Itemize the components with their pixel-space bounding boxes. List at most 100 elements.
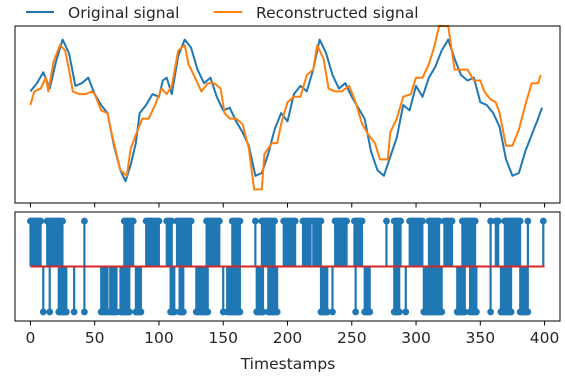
- stem-markers: [258, 217, 279, 225]
- stem-block: [456, 266, 466, 312]
- stem-markers: [331, 217, 351, 225]
- stem-up-2: [81, 217, 88, 267]
- stem-block: [461, 221, 477, 267]
- stem-markers: [280, 217, 299, 225]
- stem-markers: [516, 308, 532, 316]
- stem-down-18: [352, 266, 360, 316]
- stem-markers: [497, 308, 515, 316]
- stem-down-8: [132, 266, 145, 316]
- stem-block: [169, 266, 176, 312]
- stem-down-17: [329, 266, 336, 316]
- stem-markers: [420, 308, 446, 316]
- stem-markers: [228, 217, 244, 225]
- legend-label-reconstructed: Reconstructed signal: [256, 4, 419, 22]
- stem-markers: [390, 308, 403, 316]
- stem-up-9: [251, 217, 259, 267]
- stem-down-16: [317, 266, 331, 316]
- stem-markers: [142, 217, 163, 225]
- stem-block: [57, 266, 68, 312]
- x-axis-label: Timestamps: [240, 355, 336, 373]
- stem-markers: [440, 217, 456, 225]
- stem-up-0: [27, 217, 45, 267]
- stem-marker: [81, 217, 88, 225]
- stem-up-13: [309, 217, 325, 267]
- stem-markers: [458, 217, 479, 225]
- stem-marker: [383, 217, 390, 225]
- stem-down-14: [253, 266, 267, 316]
- stem-markers: [361, 308, 374, 316]
- stem-markers: [163, 217, 176, 225]
- stem-markers: [173, 217, 195, 225]
- stem-up-12: [299, 217, 315, 267]
- stem-markers: [192, 308, 212, 316]
- stem-marker: [251, 217, 259, 225]
- stem-down-11: [192, 266, 212, 316]
- x-tick-label: 400: [530, 329, 560, 347]
- stem-markers: [55, 308, 70, 316]
- x-tick-label: 150: [208, 329, 238, 347]
- stem-down-12: [219, 266, 227, 316]
- stem-down-1: [46, 266, 54, 316]
- stem-up-6: [173, 217, 195, 267]
- stem-markers: [390, 217, 405, 225]
- stem-block: [312, 221, 322, 267]
- x-tick-label: 350: [466, 329, 496, 347]
- stem-down-3: [70, 266, 78, 316]
- stem-markers: [132, 308, 145, 316]
- stem-block: [494, 221, 500, 267]
- stem-down-5: [97, 266, 111, 316]
- stem-up-1: [43, 217, 66, 267]
- stem-markers: [120, 217, 137, 225]
- series-line-original: [29, 38, 543, 183]
- stem-up-22: [487, 217, 494, 267]
- stem-up-19: [425, 217, 443, 267]
- signal-plot-area: [29, 25, 543, 191]
- stem-down-10: [176, 266, 187, 316]
- stem-markers: [176, 308, 187, 316]
- stem-block: [499, 266, 513, 312]
- stem-down-24: [466, 266, 480, 316]
- stem-up-23: [492, 217, 502, 267]
- stem-block: [422, 266, 443, 312]
- stem-down-15: [264, 266, 281, 316]
- stem-block: [353, 221, 364, 267]
- stem-up-20: [440, 217, 456, 267]
- stem-up-18: [406, 217, 426, 267]
- stem-markers: [167, 308, 178, 316]
- stem-markers: [223, 308, 244, 316]
- stem-marker: [81, 308, 88, 316]
- stem-down-7: [117, 266, 133, 316]
- stem-markers: [117, 308, 133, 316]
- x-axis-ticks: 0 50 100 150 200 250 300 350 400: [25, 203, 559, 347]
- stem-block: [519, 266, 529, 312]
- stem-block: [123, 221, 135, 267]
- stem-up-8: [228, 217, 244, 267]
- stem-panel: 0 50 100 150 200 250 300 350 400 Timestamps: [14, 203, 561, 373]
- stem-markers: [501, 217, 524, 225]
- stem-block: [175, 221, 193, 267]
- stem-block: [205, 221, 221, 267]
- stem-block: [46, 221, 64, 267]
- stem-block: [393, 266, 401, 312]
- x-tick-label: 0: [25, 329, 35, 347]
- stem-up-10: [258, 217, 279, 267]
- stem-markers: [317, 308, 331, 316]
- stem-block: [260, 221, 276, 267]
- stem-markers: [453, 308, 469, 316]
- stem-down-9: [167, 266, 178, 316]
- stem-markers: [309, 217, 325, 225]
- stem-block: [334, 221, 348, 267]
- legend-entry-original: Original signal: [26, 4, 179, 22]
- stem-block: [255, 266, 265, 312]
- stem-markers: [106, 308, 120, 316]
- stem-markers: [466, 308, 480, 316]
- stem-marker: [352, 308, 360, 316]
- stem-marker: [487, 217, 494, 225]
- stem-markers: [264, 308, 281, 316]
- legend: Original signal Reconstructed signal: [26, 4, 419, 22]
- stem-down-26: [497, 266, 515, 316]
- stem-up-21: [458, 217, 479, 267]
- stem-block: [469, 266, 478, 312]
- stem-down-25: [487, 266, 494, 316]
